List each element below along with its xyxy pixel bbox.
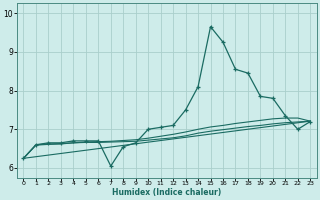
X-axis label: Humidex (Indice chaleur): Humidex (Indice chaleur) <box>112 188 221 197</box>
